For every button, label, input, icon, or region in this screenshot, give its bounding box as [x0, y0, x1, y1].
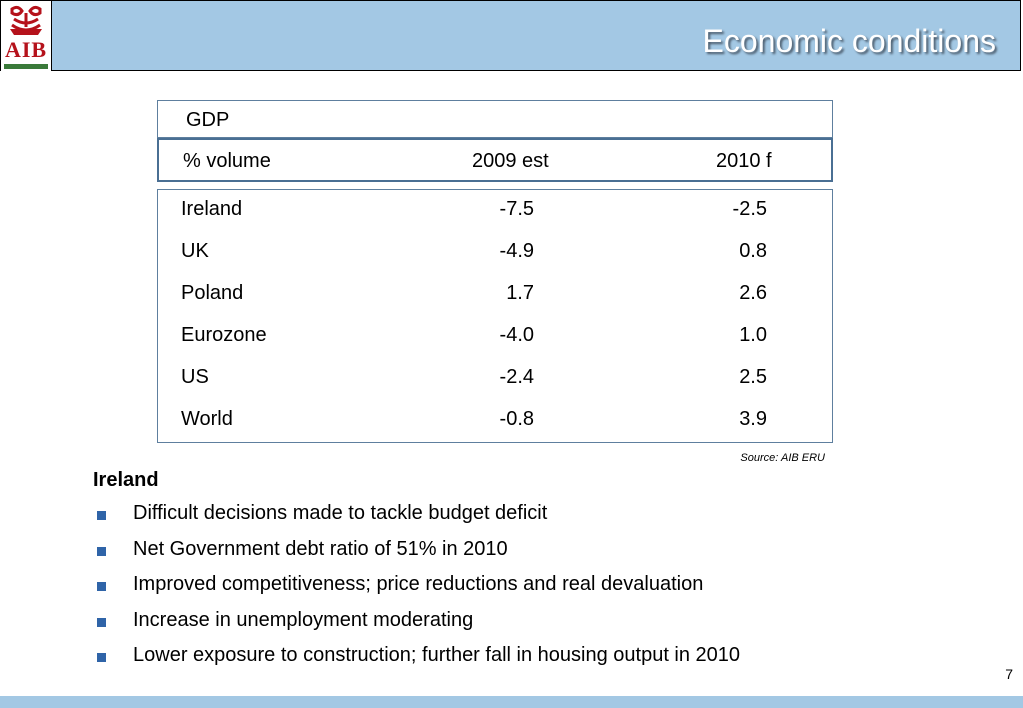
bullet-text: Lower exposure to construction; further …	[133, 644, 741, 666]
column-header-2009: 2009 est	[472, 150, 549, 172]
cell-2010: -2.5	[732, 198, 767, 220]
gdp-table-body: Ireland -7.5 -2.5 UK -4.9 0.8 Poland 1.7…	[157, 189, 833, 443]
table-row: Ireland -7.5 -2.5	[158, 198, 832, 240]
cell-2010: 2.6	[739, 282, 767, 304]
table-header-row: % volume 2009 est 2010 f	[157, 138, 833, 182]
square-bullet-icon	[97, 617, 106, 627]
bullet-text: Improved competitiveness; price reductio…	[133, 573, 704, 595]
square-bullet-icon	[97, 582, 106, 591]
slide-header: AIB Economic conditions	[0, 0, 1021, 71]
cell-2009: -2.4	[499, 366, 534, 388]
bullet-text: Net Government debt ratio of 51% in 2010	[133, 537, 508, 560]
cell-2009: 1.7	[506, 282, 534, 304]
cell-country: Eurozone	[181, 324, 267, 346]
square-bullet-icon	[97, 511, 106, 520]
bullet-text: Difficult decisions made to tackle budge…	[133, 502, 548, 524]
page-number: 7	[1005, 666, 1013, 682]
section-heading: Ireland	[93, 469, 159, 491]
table-row: US -2.4 2.5	[158, 366, 832, 408]
cell-2009: -7.5	[499, 198, 534, 220]
column-header-measure: % volume	[183, 150, 271, 172]
column-header-2010: 2010 f	[716, 150, 772, 172]
cell-2009: -4.9	[499, 240, 534, 262]
source-note: Source: AIB ERU	[740, 452, 825, 464]
cell-2009: -0.8	[499, 408, 534, 430]
logo-wordmark: AIB	[4, 37, 48, 62]
table-row: Eurozone -4.0 1.0	[158, 324, 832, 366]
aib-logo: AIB	[1, 1, 52, 71]
cell-2010: 0.8	[739, 240, 767, 262]
slide-title: Economic conditions	[702, 23, 996, 59]
square-bullet-icon	[97, 653, 106, 662]
table-caption: GDP	[186, 109, 230, 131]
cell-2010: 3.9	[739, 408, 767, 430]
bullet-text: Increase in unemployment moderating	[133, 608, 474, 631]
ark-emblem-icon	[10, 5, 42, 35]
cell-2009: -4.0	[499, 324, 534, 346]
cell-country: Poland	[181, 282, 244, 304]
table-row: World -0.8 3.9	[158, 408, 832, 450]
logo-underline	[4, 64, 48, 69]
footer-bar	[0, 696, 1023, 708]
table-row: UK -4.9 0.8	[158, 240, 832, 282]
cell-2010: 2.5	[739, 366, 767, 388]
cell-country: US	[181, 366, 209, 388]
cell-country: UK	[181, 240, 209, 262]
cell-country: Ireland	[181, 198, 243, 220]
table-caption-box: GDP	[157, 100, 833, 138]
table-row: Poland 1.7 2.6	[158, 282, 832, 324]
square-bullet-icon	[97, 546, 106, 556]
cell-country: World	[181, 408, 233, 430]
cell-2010: 1.0	[739, 324, 767, 346]
